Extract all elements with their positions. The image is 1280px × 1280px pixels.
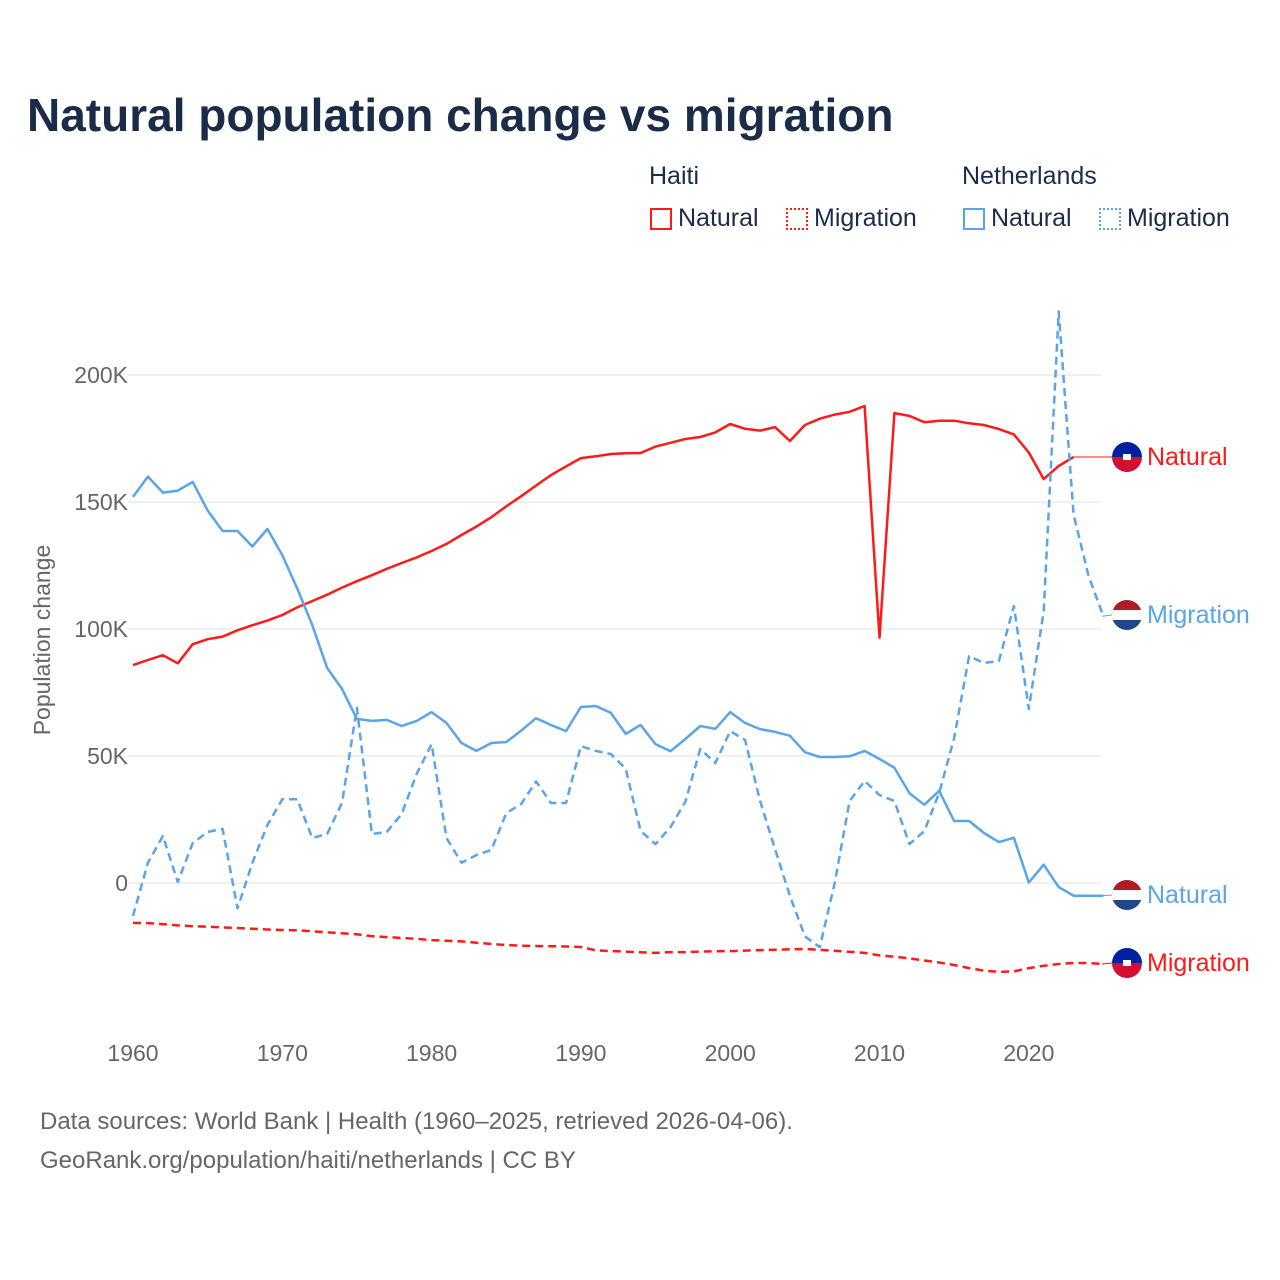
- flag-blue: [1112, 900, 1142, 910]
- y-tick-label: 150K: [74, 489, 128, 515]
- haiti-flag-icon: [1112, 442, 1142, 472]
- netherlands-flag-icon: [1112, 600, 1142, 630]
- x-tick-label: 1970: [257, 1040, 308, 1066]
- haiti-flag-icon: [1112, 948, 1142, 978]
- legend-swatch-dotted: [1099, 207, 1121, 230]
- footer-sources: Data sources: World Bank | Health (1960–…: [40, 1108, 793, 1135]
- flag-white: [1112, 610, 1142, 620]
- flag-red: [1112, 457, 1142, 472]
- series-end-label: Migration: [1147, 601, 1250, 629]
- flag-red: [1112, 600, 1142, 610]
- flag-emblem: [1123, 454, 1131, 460]
- legend-group-haiti: Haiti: [649, 162, 700, 190]
- y-tick-label: 0: [115, 870, 128, 896]
- flag-red: [1112, 963, 1142, 978]
- y-tick-label: 100K: [74, 616, 128, 642]
- flag-blue: [1112, 948, 1142, 963]
- legend-netherlands-migration[interactable]: Migration: [1099, 204, 1230, 233]
- label-connector: [1101, 894, 1113, 897]
- series-end-label: Migration: [1147, 949, 1250, 977]
- chart-title: Natural population change vs migration: [27, 89, 894, 141]
- series-end-label: Natural: [1147, 881, 1228, 909]
- legend-haiti-migration[interactable]: Migration: [786, 204, 917, 233]
- x-tick-label: 1990: [555, 1040, 606, 1066]
- legend-label: Migration: [814, 204, 917, 232]
- flag-emblem: [1123, 960, 1131, 966]
- flag-red: [1112, 880, 1142, 890]
- x-tick-label: 2000: [705, 1040, 756, 1066]
- legend-swatch-solid: [650, 207, 672, 230]
- flag-blue: [1112, 442, 1142, 457]
- legend-swatch-dotted: [786, 207, 808, 230]
- series-line-netherlands-natural: [131, 475, 1104, 897]
- footer-link[interactable]: GeoRank.org/population/haiti/netherlands…: [40, 1147, 576, 1174]
- y-tick-label: 200K: [74, 362, 128, 388]
- legend-haiti-natural[interactable]: Natural: [650, 204, 759, 233]
- x-tick-label: 1980: [406, 1040, 457, 1066]
- legend-label: Migration: [1127, 204, 1230, 232]
- x-tick-label: 2020: [1003, 1040, 1054, 1066]
- netherlands-flag-icon: [1112, 880, 1142, 910]
- x-tick-label: 1960: [107, 1040, 158, 1066]
- series-end-label: Natural: [1147, 443, 1228, 471]
- y-axis-label: Population change: [29, 545, 55, 736]
- label-connector: [1101, 962, 1113, 965]
- series-line-netherlands-migration: [131, 310, 1105, 949]
- legend-netherlands-natural[interactable]: Natural: [963, 204, 1072, 233]
- flag-blue: [1112, 620, 1142, 630]
- legend-label: Natural: [678, 204, 759, 232]
- series-line-haiti-natural: [132, 404, 1075, 667]
- legend-label: Natural: [991, 204, 1072, 232]
- label-connector: [1101, 614, 1113, 617]
- flag-white: [1112, 890, 1142, 900]
- legend-swatch-solid: [963, 207, 985, 230]
- y-tick-label: 50K: [87, 743, 129, 769]
- legend-group-netherlands: Netherlands: [962, 162, 1097, 190]
- series-line-haiti-migration: [132, 921, 1104, 974]
- x-tick-label: 2010: [854, 1040, 905, 1066]
